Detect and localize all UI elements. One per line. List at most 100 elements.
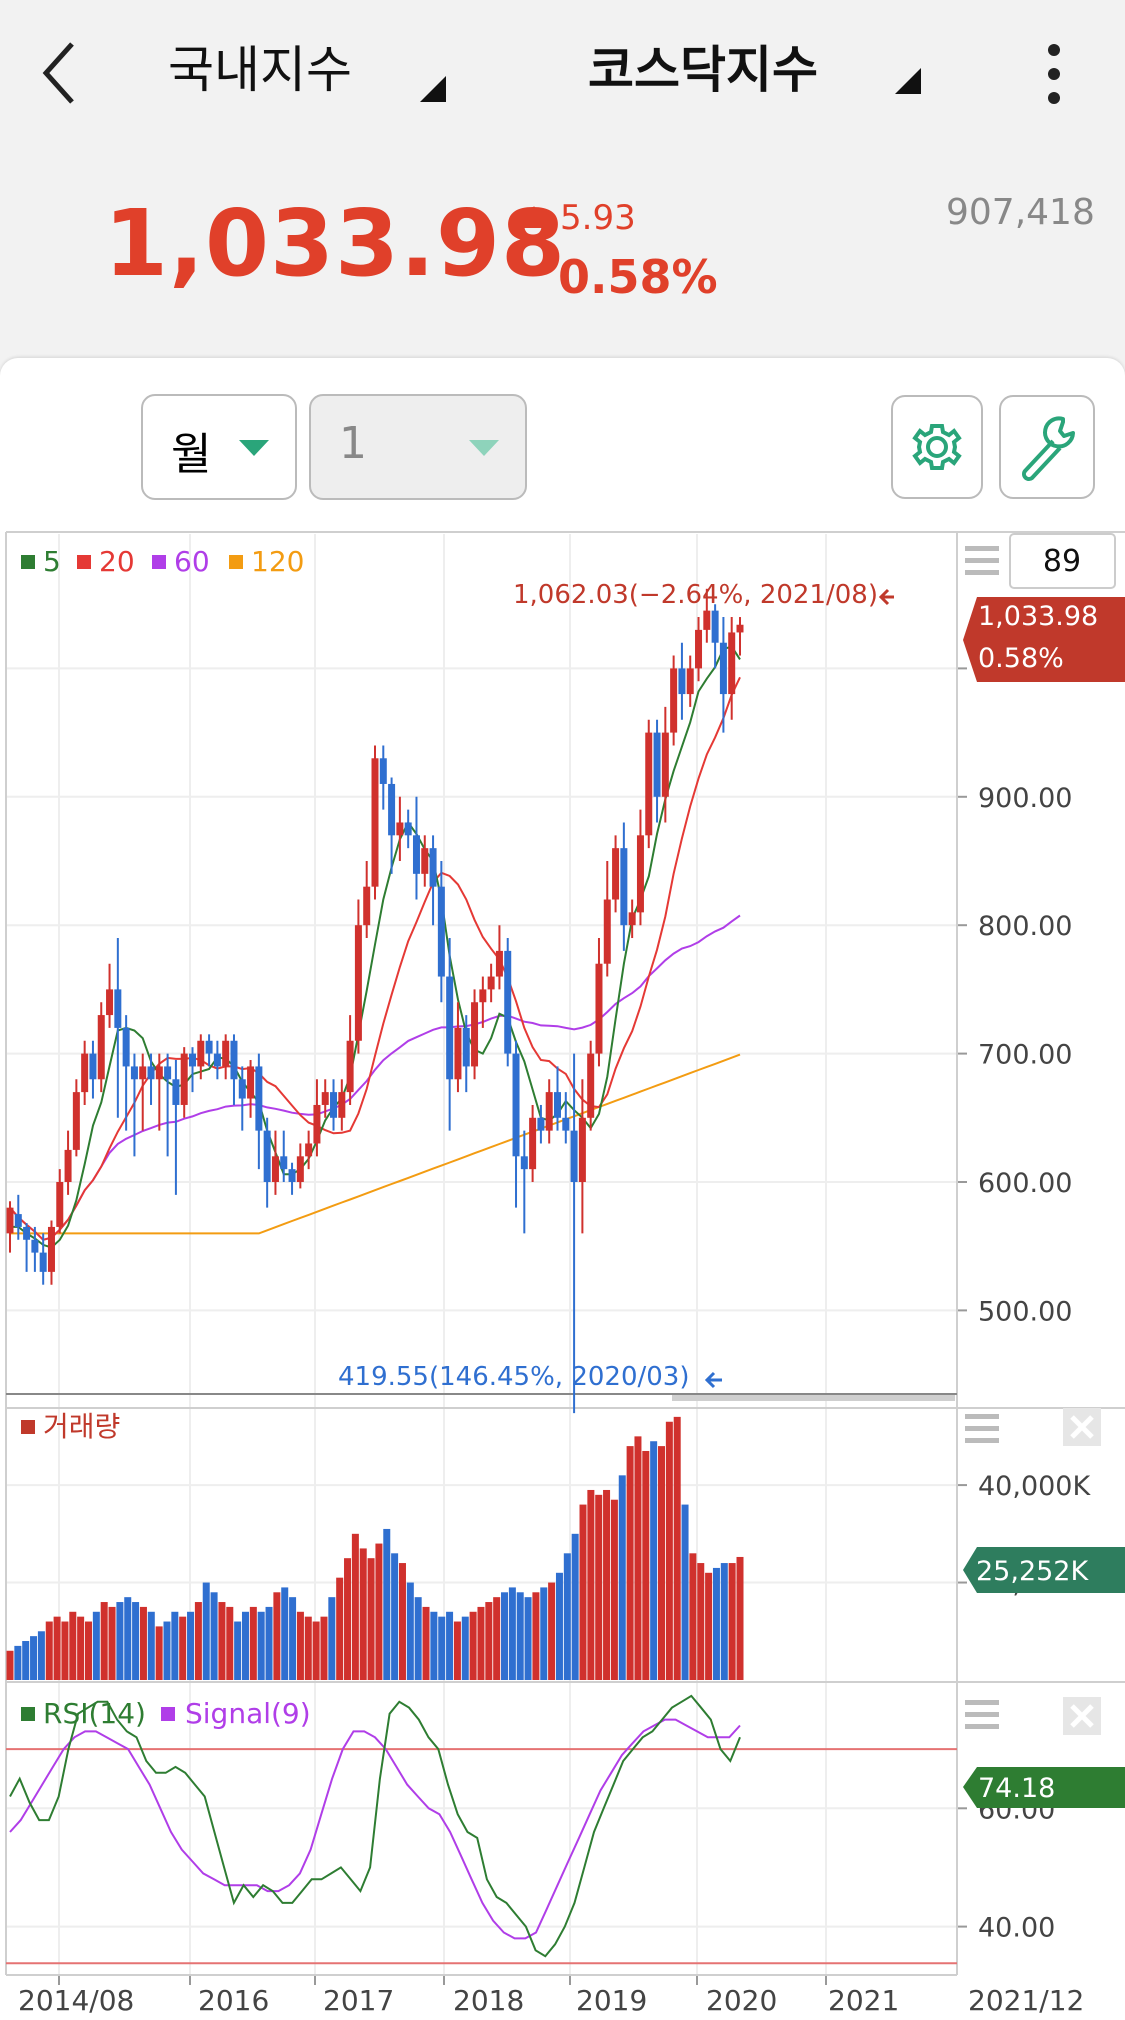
volume-bar <box>218 1602 226 1680</box>
volume-bar <box>124 1597 132 1680</box>
min-annotation: 419.55(146.45%, 2020/03) <box>338 1362 689 1392</box>
volume-bar <box>697 1563 705 1680</box>
volume-bar <box>477 1606 485 1680</box>
volume-bar <box>171 1611 179 1680</box>
candle <box>330 1092 338 1118</box>
candle <box>728 632 736 695</box>
legend-ma20: 20 <box>99 545 135 578</box>
current-price: 1,033.98 <box>104 190 566 297</box>
up-triangle-icon <box>521 206 547 228</box>
candle <box>371 758 379 887</box>
legend-ma120: 120 <box>251 545 304 578</box>
volume-bar <box>116 1602 124 1680</box>
main-legend: 5 20 60 120 <box>21 545 304 578</box>
y-tick-label: 500.00 <box>978 1296 1072 1327</box>
candle <box>446 976 454 1080</box>
volume-bar <box>508 1587 516 1680</box>
candle <box>711 610 719 643</box>
candle <box>703 610 711 630</box>
volume-bar <box>226 1606 234 1680</box>
volume-bar <box>6 1650 14 1680</box>
volume-bar <box>391 1553 399 1680</box>
main-menu-icon[interactable] <box>965 546 999 575</box>
visible-count-box[interactable] <box>1009 533 1116 589</box>
candle <box>404 822 412 836</box>
volume-bar <box>312 1621 320 1680</box>
volume-bar <box>540 1587 548 1680</box>
volume-bar <box>406 1582 414 1680</box>
candle <box>280 1156 288 1170</box>
candle <box>545 1092 553 1131</box>
current-price-tag-value: 1,033.98 <box>978 601 1098 632</box>
candle <box>296 1156 304 1182</box>
rsi-current-tag <box>963 1767 1125 1808</box>
volume-bar <box>548 1582 556 1680</box>
candle <box>6 1207 14 1234</box>
volume-bar <box>642 1450 650 1680</box>
volume-bar <box>273 1592 281 1680</box>
settings-button[interactable] <box>891 395 983 499</box>
max-annotation: 1,062.03(−2.64%, 2021/08) <box>513 580 878 610</box>
volume-bar <box>398 1563 406 1680</box>
volume-bar <box>351 1533 359 1680</box>
candle <box>97 1015 105 1080</box>
volume-bar <box>375 1543 383 1680</box>
volume-bar <box>571 1533 579 1680</box>
volume-bar <box>132 1602 140 1680</box>
count-select[interactable]: 1 <box>309 394 527 500</box>
rsi-close-icon[interactable] <box>1063 1697 1101 1735</box>
market-dropdown-icon[interactable] <box>420 76 446 102</box>
back-icon[interactable] <box>40 38 80 108</box>
candle <box>39 1252 47 1272</box>
volume-bar <box>344 1558 352 1680</box>
volume-bar <box>712 1567 720 1680</box>
volume-bar <box>438 1616 446 1680</box>
candle <box>205 1040 213 1054</box>
rsi-menu-icon[interactable] <box>965 1700 999 1729</box>
volume-bar <box>603 1489 611 1680</box>
candle <box>512 1053 520 1157</box>
gear-icon <box>912 424 962 470</box>
volume-bar <box>187 1611 195 1680</box>
candle <box>578 1117 586 1182</box>
volume-menu-icon[interactable] <box>965 1414 999 1443</box>
volume-bar <box>61 1621 69 1680</box>
index-dropdown-icon[interactable] <box>895 68 921 94</box>
x-tick-label: 2019 <box>576 1984 647 2017</box>
drawing-tool-button[interactable] <box>999 395 1095 499</box>
scroll-bar[interactable] <box>672 1395 955 1401</box>
candle <box>189 1053 196 1067</box>
volume-bar <box>650 1441 658 1680</box>
candle <box>462 1027 470 1067</box>
volume-close-icon[interactable] <box>1063 1408 1101 1446</box>
volume-current-tag <box>963 1547 1125 1593</box>
volume-bar <box>705 1572 713 1680</box>
candle <box>695 629 703 669</box>
candle <box>271 1156 279 1182</box>
current-price-tag <box>963 597 1125 682</box>
market-selector[interactable]: 국내지수 <box>168 41 352 99</box>
candle <box>47 1226 55 1272</box>
volume-bar <box>155 1626 163 1680</box>
candle <box>14 1214 22 1227</box>
rsi-legend: RSI(14) <box>43 1697 146 1730</box>
x-tick-label: 2018 <box>453 1984 524 2017</box>
candle <box>213 1053 221 1067</box>
volume-bar <box>296 1611 304 1680</box>
period-select[interactable]: 월 <box>141 394 297 500</box>
volume-bar <box>257 1611 265 1680</box>
min-arrow-icon <box>704 1371 722 1389</box>
volume-bar <box>359 1548 367 1680</box>
volume-bar <box>241 1611 249 1680</box>
volume-bar <box>461 1616 469 1680</box>
candle <box>230 1040 238 1080</box>
x-tick-label: 2021/12 <box>968 1984 1084 2017</box>
signal-legend: Signal(9) <box>185 1697 311 1730</box>
y-tick-label: 700.00 <box>978 1040 1072 1071</box>
candle <box>653 732 661 797</box>
index-selector[interactable]: 코스닥지수 <box>588 41 818 99</box>
volume-bar <box>37 1631 45 1680</box>
more-icon[interactable] <box>1048 44 1062 116</box>
candle <box>172 1079 180 1105</box>
